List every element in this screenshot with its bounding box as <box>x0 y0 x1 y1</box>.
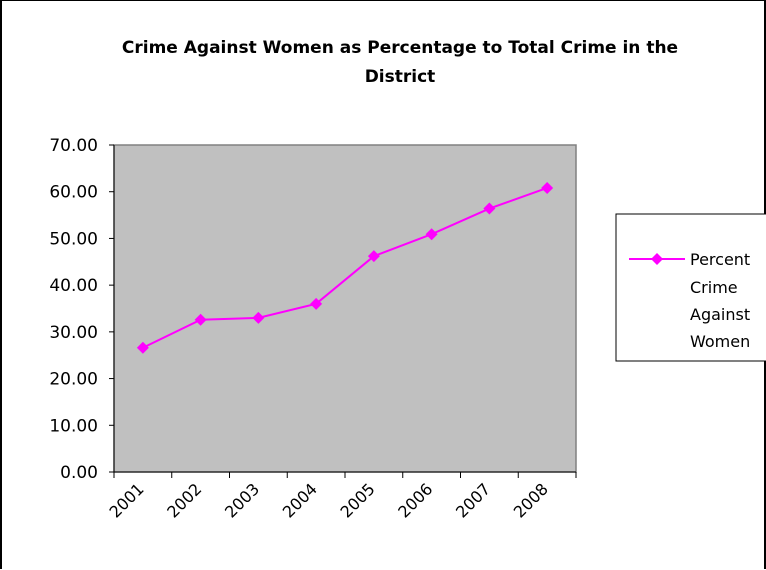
x-tick-label: 2008 <box>510 479 552 521</box>
series-line <box>142 187 548 349</box>
data-point-marker <box>367 250 380 263</box>
legend-label-line-4: Women <box>690 332 750 351</box>
chart-title-line-1: Crime Against Women as Percentage to Tot… <box>122 38 678 58</box>
x-tick-label: 2001 <box>105 479 147 521</box>
y-tick-label: 0.00 <box>60 463 98 483</box>
y-tick-label: 20.00 <box>49 370 98 390</box>
x-tick-label: 2004 <box>279 479 321 521</box>
legend: Percent Crime Against Women <box>615 213 766 362</box>
legend-box <box>615 213 766 362</box>
x-axis-ticks: 2001 2002 2003 2004 2005 2006 2007 2008 <box>105 472 577 522</box>
legend-label-line-2: Crime <box>690 278 738 297</box>
data-point-marker <box>136 341 149 354</box>
x-tick-label: 2006 <box>394 479 436 521</box>
y-axis-ticks: 0.00 10.00 20.00 30.00 40.00 50.00 60.00 70.00 <box>49 136 114 483</box>
legend-marker <box>651 253 663 265</box>
y-tick-label: 10.00 <box>49 416 98 436</box>
x-tick-label: 2007 <box>452 479 494 521</box>
legend-label-line-1: Percent <box>690 250 750 269</box>
x-tick-label: 2005 <box>336 479 378 521</box>
data-point-marker <box>483 202 496 215</box>
series-layer <box>136 181 554 354</box>
y-tick-label: 30.00 <box>49 323 98 343</box>
x-tick-label: 2003 <box>221 479 263 521</box>
data-point-marker <box>310 297 323 310</box>
y-tick-label: 70.00 <box>49 136 98 156</box>
data-point-marker <box>194 313 207 326</box>
data-point-marker <box>541 181 554 194</box>
chart-title-line-2: District <box>365 67 436 87</box>
x-tick-label: 2002 <box>163 479 205 521</box>
data-point-marker <box>425 228 438 241</box>
y-tick-label: 50.00 <box>49 229 98 249</box>
y-tick-label: 60.00 <box>49 183 98 203</box>
legend-label-line-3: Against <box>690 305 750 324</box>
y-tick-label: 40.00 <box>49 276 98 296</box>
plot-area <box>113 144 577 473</box>
data-point-marker <box>252 311 265 324</box>
